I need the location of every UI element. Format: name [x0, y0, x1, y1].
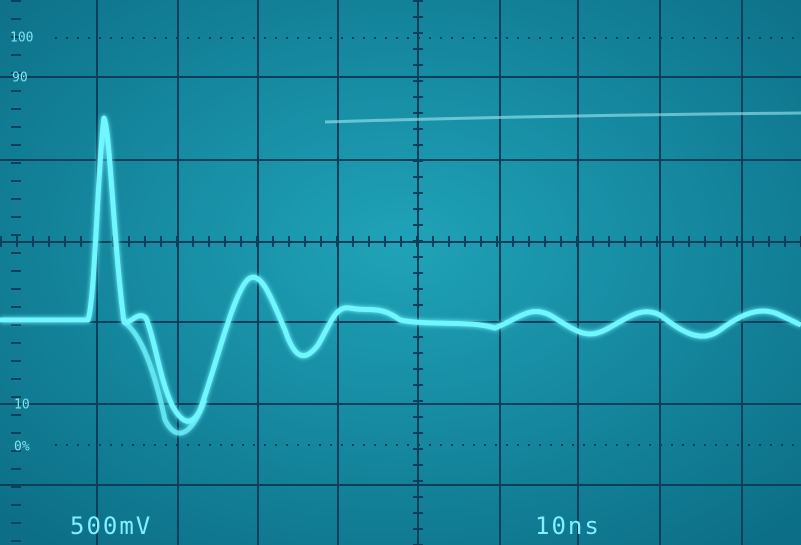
label-90: 90: [12, 71, 28, 86]
volts-per-div: 500mV: [70, 512, 152, 540]
oscilloscope-screen: 100 90 10 0% 500mV 10ns: [0, 0, 801, 545]
label-100: 100: [10, 31, 33, 46]
time-per-div: 10ns: [535, 512, 601, 540]
label-0: 0%: [14, 440, 30, 455]
label-10: 10: [14, 398, 30, 413]
